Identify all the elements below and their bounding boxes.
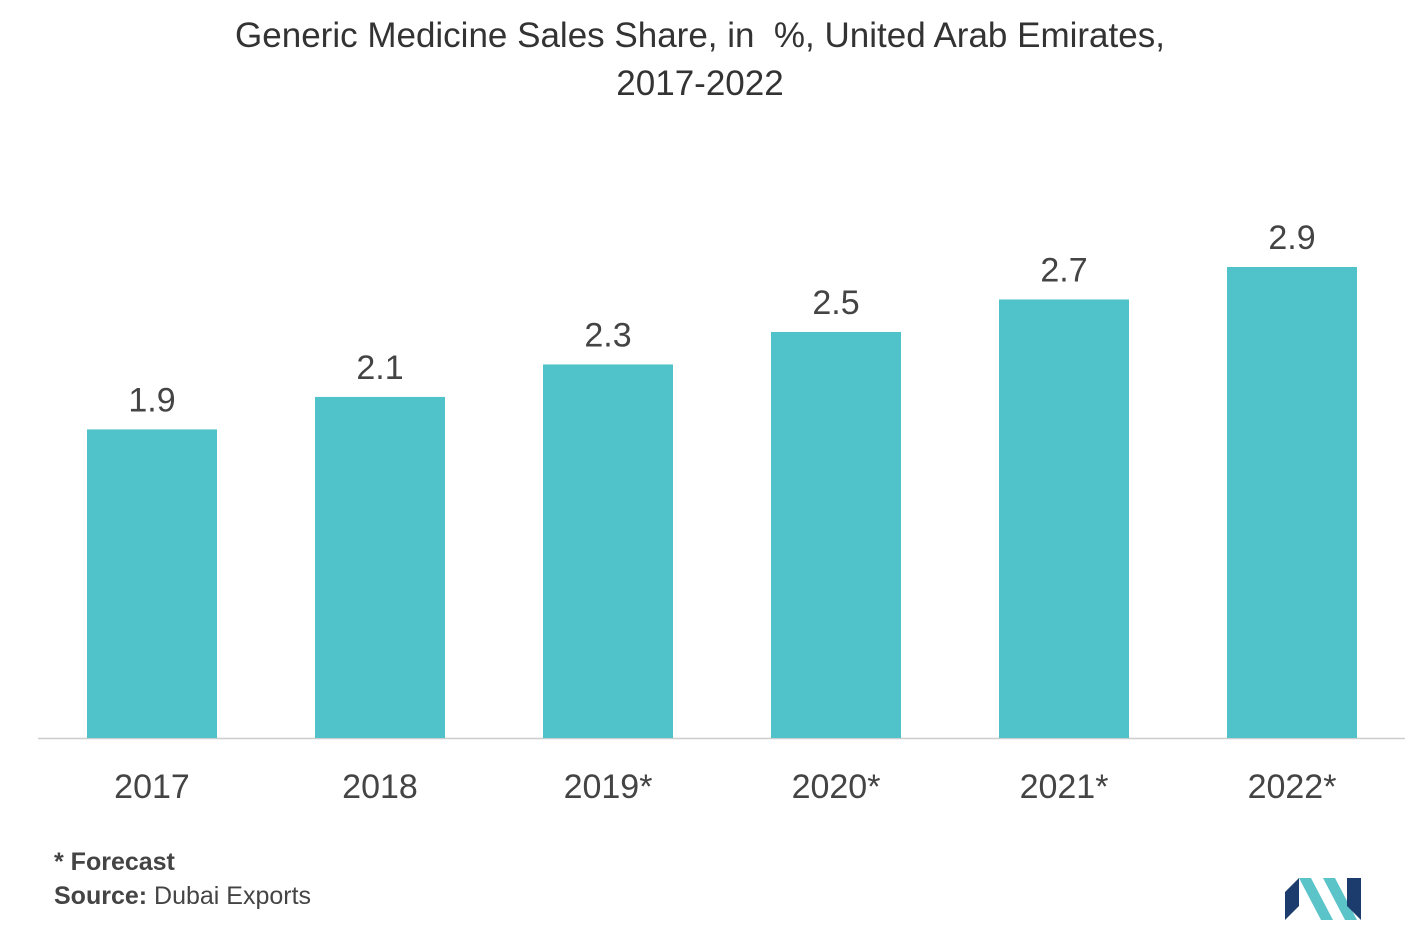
data-label-2022: 2.9 (1268, 219, 1315, 257)
bar-2022 (1227, 267, 1357, 738)
logo-left-diagonal (1299, 878, 1333, 920)
x-tick-label-2022: 2022* (1248, 768, 1337, 806)
x-tick-label-2019: 2019* (564, 768, 653, 806)
x-tick-label-2021: 2021* (1020, 768, 1109, 806)
x-tick-label-2018: 2018 (342, 768, 418, 806)
bar-chart: 1.9 2017 2.1 2018 2.3 2019* 2.5 2020* 2.7 2021* 2.… (38, 219, 1405, 806)
data-label-2019: 2.3 (584, 316, 631, 354)
x-tick-label-2020: 2020* (792, 768, 881, 806)
chart-title-line-2: 2017-2022 (616, 64, 784, 103)
logo-right-diagonal (1323, 878, 1357, 920)
logo-left-bar (1285, 878, 1299, 920)
source-note: Source: Dubai Exports (54, 882, 311, 911)
chart-title-line-1: Generic Medicine Sales Share, in %, Unit… (235, 16, 1165, 55)
forecast-footnote: * Forecast (54, 848, 175, 876)
bar-2021 (999, 299, 1129, 738)
x-tick-label-2017: 2017 (114, 768, 190, 806)
source-label: Source: (54, 882, 148, 910)
chart-title: Generic Medicine Sales Share, in %, Unit… (0, 12, 1400, 108)
data-label-2017: 1.9 (128, 381, 175, 419)
data-label-2018: 2.1 (356, 349, 403, 387)
data-label-2020: 2.5 (812, 284, 859, 322)
data-label-2021: 2.7 (1040, 251, 1087, 289)
bar-2020 (771, 331, 901, 738)
brand-logo-icon (1285, 878, 1361, 920)
bar-2019 (543, 364, 673, 738)
logo-right-bar (1347, 878, 1361, 920)
bar-2018 (315, 396, 445, 738)
source-value: Dubai Exports (147, 882, 312, 910)
bar-2017 (87, 429, 217, 738)
